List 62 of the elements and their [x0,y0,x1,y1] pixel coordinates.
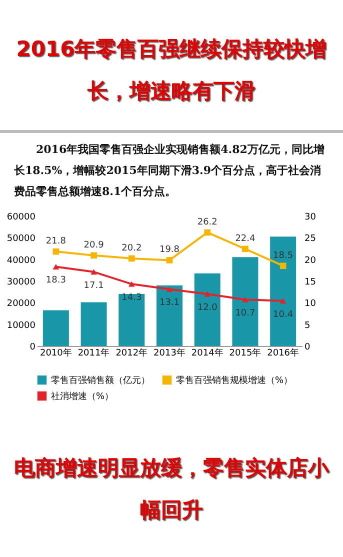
x-tick-label: 2014年 [191,348,224,358]
y-tick-label: 60000 [6,212,36,222]
legend-label: 零售百强销售额（亿元） [51,375,150,386]
point [166,286,173,292]
y-tick-label: 30000 [6,278,36,288]
x-tick-label: 2015年 [229,348,262,358]
data-label: 19.8 [159,245,180,256]
point [242,296,248,302]
y2-tick-label: 20 [304,256,316,266]
point [128,255,135,262]
y2-tick-label: 30 [304,212,316,222]
bar [118,294,145,346]
y2-tick-label: 5 [304,320,310,331]
data-label: 12.0 [197,303,218,313]
point [90,269,97,275]
data-label: 17.1 [84,280,104,291]
data-label: 10.4 [273,310,294,320]
data-label: 13.1 [159,298,180,308]
bar [156,285,182,346]
data-label: 22.4 [235,234,256,244]
point [204,291,211,297]
x-tick-label: 2013年 [154,348,186,358]
data-label: 21.8 [46,236,66,247]
y-tick-label: 0 [30,342,36,352]
bar [42,310,69,346]
y-tick-label: 50000 [6,234,36,244]
data-label: 14.3 [122,293,142,304]
y-tick-label: 40000 [6,256,36,266]
point [52,248,60,255]
data-label: 18.5 [273,250,294,261]
bar [194,273,220,346]
y2-tick-label: 0 [304,342,310,352]
point [166,257,173,264]
x-tick-label: 2016年 [267,348,300,358]
chart-title: 2016年零售百强继续保持较快增长，增速略有下滑 [15,36,328,103]
bar [270,236,296,346]
y2-tick-label: 15 [304,278,316,288]
x-tick-label: 2011年 [78,348,110,358]
legend-label: 零售百强销售规模增速（%） [176,375,293,386]
data-label: 18.3 [46,276,66,286]
point [280,298,286,304]
point [90,252,97,259]
y-tick-label: 10000 [6,320,36,331]
point [242,246,248,252]
data-label: 10.7 [235,308,256,319]
y-tick-label: 20000 [6,299,36,310]
data-label: 20.9 [84,240,104,250]
data-label: 20.2 [122,243,142,254]
legend-label: 社消增速（%） [51,391,114,402]
data-label: 26.2 [197,217,218,228]
x-tick-label: 2010年 [40,348,72,358]
text: 电商增速明显放缓，零售实体店小幅回升 [13,455,330,524]
y2-tick-label: 10 [304,299,316,310]
point [128,281,135,287]
x-tick-label: 2012年 [116,348,148,358]
point [52,264,60,270]
bar [80,302,107,346]
y2-tick-label: 25 [304,234,316,244]
chart-subtitle: 2016年我国零售百强企业实现销售额4.82万亿元，同比增长18.5%，增幅较2015年同期下滑3.9个百分点，高于社会消费品零售总额增速8.1个百分点。 [0,130,343,202]
point [204,229,211,236]
bar [232,257,258,346]
point [280,262,286,269]
